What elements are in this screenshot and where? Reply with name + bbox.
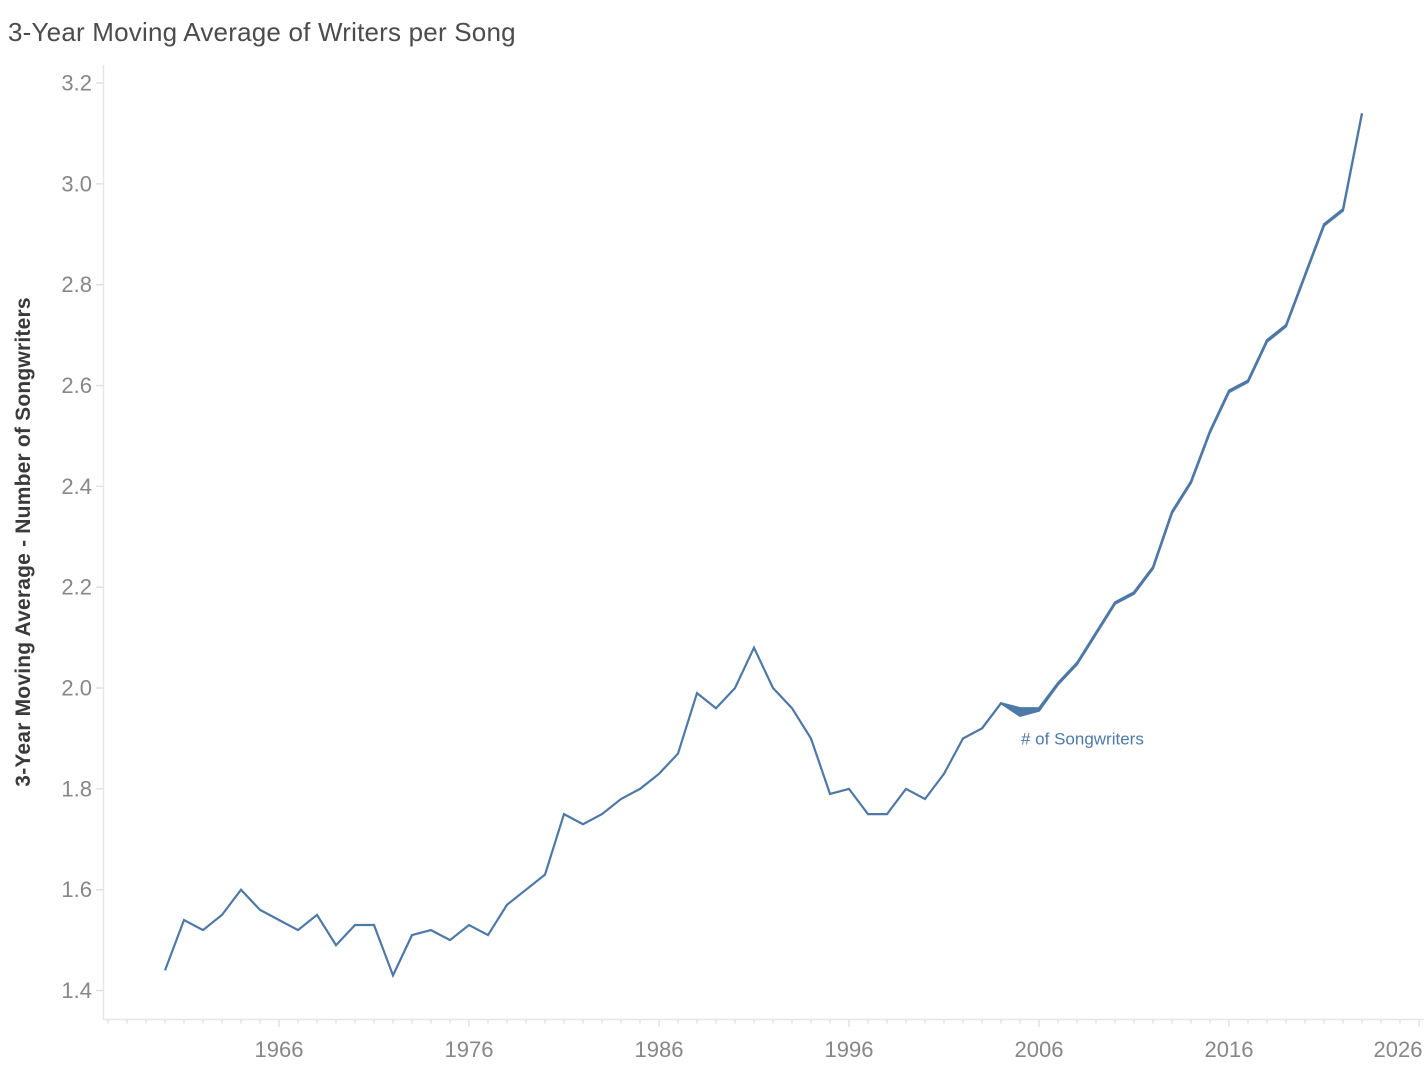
x-tick-label: 1996 [825,1037,874,1062]
y-tick-label: 1.4 [61,978,92,1003]
series-label-annotation[interactable]: # of Songwriters [1021,729,1144,748]
series-line-companion[interactable] [981,113,1364,730]
y-tick-label: 3.2 [61,71,92,96]
x-tick-label: 1976 [445,1037,494,1062]
x-tick-label: 2006 [1015,1037,1064,1062]
y-tick-label: 1.6 [61,877,92,902]
axes-layer: 3.2 3.0 2.8 2.6 2.4 2.2 2.0 1.8 1.6 1.4 1966 1976 19… [61,65,1424,1062]
x-tick-label: 2016 [1205,1037,1254,1062]
y-tick-label: 2.6 [61,373,92,398]
chart-title: 3-Year Moving Average of Writers per Son… [8,17,516,47]
y-tick-label: 2.4 [61,474,92,499]
y-tick-label: 1.8 [61,776,92,801]
y-tick-label: 3.0 [61,171,92,196]
x-tick-label: 1966 [255,1037,304,1062]
y-tick-label: 2.0 [61,676,92,701]
series-line-songwriters[interactable] [163,113,1364,979]
x-tick-label: 1986 [635,1037,684,1062]
y-tick-label: 2.8 [61,272,92,297]
marks-layer [163,113,1364,979]
y-axis-title: 3-Year Moving Average - Number of Songwr… [12,297,35,786]
y-tick-label: 2.2 [61,575,92,600]
x-tick-label: 2026 [1374,1037,1423,1062]
